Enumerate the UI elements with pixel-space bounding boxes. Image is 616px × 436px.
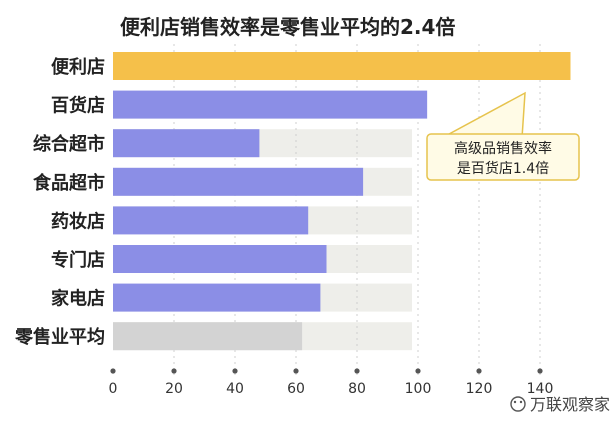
tick-label: 40 — [226, 381, 244, 397]
category-label: 家电店 — [51, 288, 105, 310]
bar — [113, 322, 303, 351]
tick-mark — [232, 368, 238, 374]
bar — [113, 245, 327, 273]
category-label: 药妆店 — [51, 210, 105, 232]
annotation-line-1: 高级品销售效率 — [454, 140, 552, 157]
tick-mark — [476, 368, 482, 374]
annotation: 高级品销售效率 是百货店1.4倍 — [426, 91, 580, 181]
bar — [113, 52, 571, 80]
bar — [113, 206, 309, 235]
x-axis-ticks: 0 20 40 60 80 100 120 140 — [109, 368, 554, 397]
tick-label: 140 — [527, 381, 554, 397]
wechat-icon — [510, 396, 526, 412]
tick-label: 60 — [287, 381, 305, 397]
category-label: 食品超市 — [32, 172, 105, 194]
tick-label: 120 — [466, 381, 493, 397]
bar — [113, 167, 364, 196]
tick-mark — [354, 368, 360, 374]
bar — [113, 129, 260, 158]
wechat-icon-dot — [519, 400, 523, 404]
category-label: 百货店 — [51, 95, 105, 117]
bar — [113, 283, 321, 312]
watermark: 万联观察家 — [510, 395, 610, 414]
tick-label: 80 — [348, 381, 366, 397]
annotation-pointer — [437, 91, 526, 141]
tick-label: 0 — [109, 381, 118, 397]
tick-label: 20 — [165, 381, 183, 397]
tick-mark — [537, 368, 543, 374]
watermark-text: 万联观察家 — [530, 395, 610, 414]
annotation-line-2: 是百货店1.4倍 — [457, 160, 549, 177]
chart-title: 便利店销售效率是零售业平均的2.4倍 — [120, 15, 455, 39]
tick-mark — [293, 368, 299, 374]
category-label: 专门店 — [51, 249, 105, 271]
tick-mark — [415, 368, 421, 374]
annotation-box — [426, 133, 580, 181]
tick-mark — [171, 368, 177, 374]
wechat-icon-dot — [513, 400, 517, 404]
category-label: 便利店 — [51, 56, 105, 78]
tick-mark — [110, 368, 116, 374]
tick-label: 100 — [405, 381, 432, 397]
category-label: 综合超市 — [33, 133, 105, 155]
bar — [113, 90, 428, 119]
category-label: 零售业平均 — [14, 326, 105, 348]
bars — [113, 52, 571, 351]
